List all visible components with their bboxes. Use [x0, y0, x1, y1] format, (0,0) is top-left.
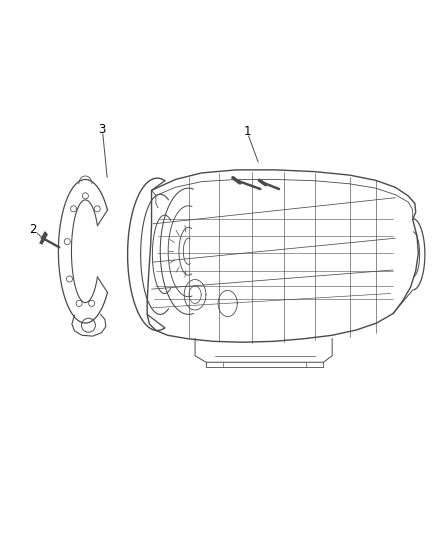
Text: 2: 2 [29, 223, 36, 236]
Text: 1: 1 [244, 125, 251, 138]
Text: 3: 3 [98, 123, 105, 136]
